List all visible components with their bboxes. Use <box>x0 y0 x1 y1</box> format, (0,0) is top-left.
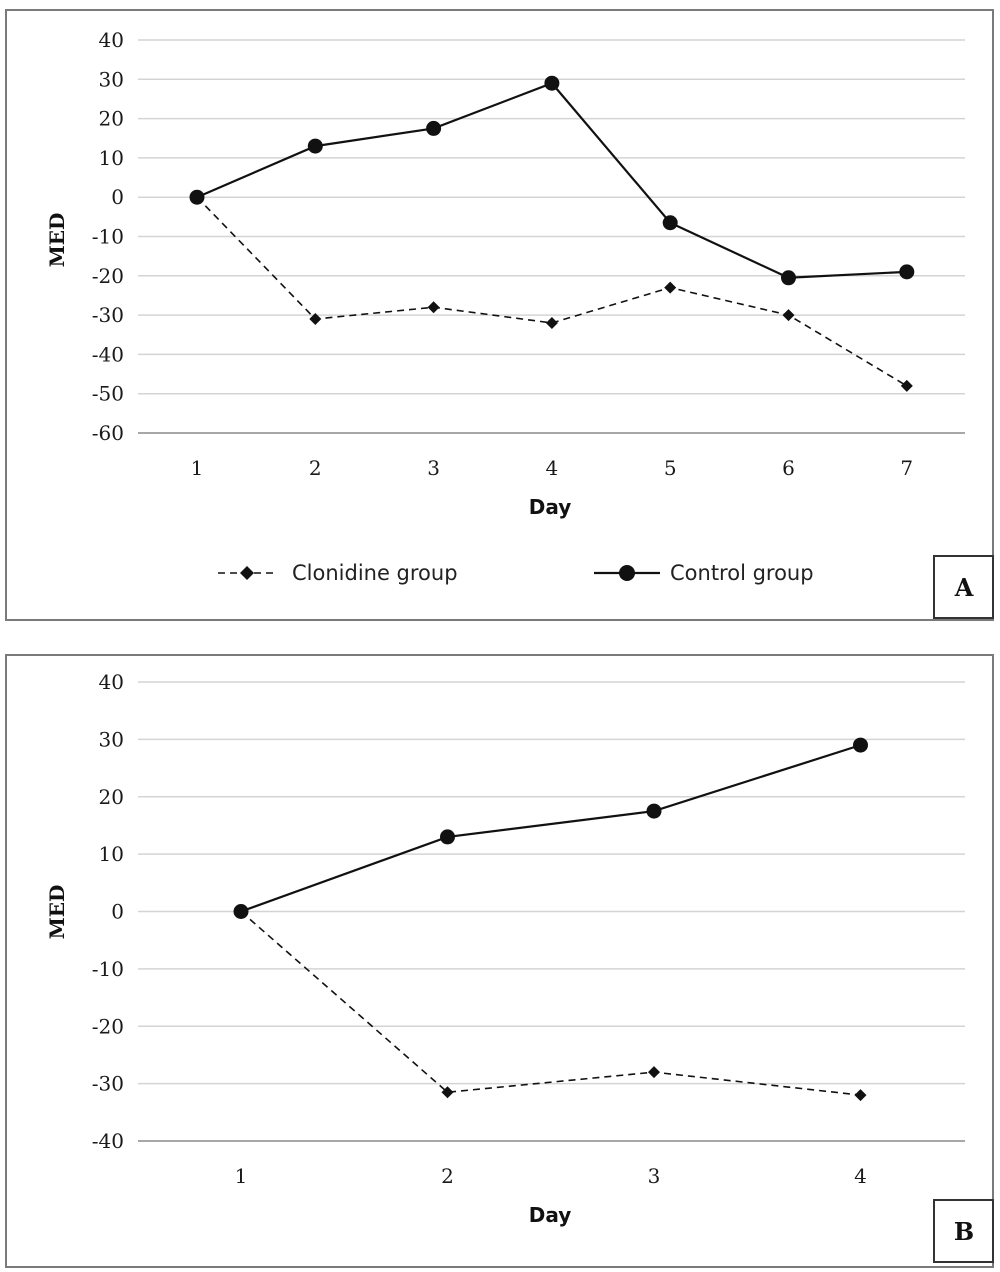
panel-b-gridlines <box>138 681 965 1085</box>
panel-a-y-tick-label: 30 <box>99 67 124 91</box>
panel-b-y-tick-label: -20 <box>92 1014 124 1038</box>
panel-a-x-tick-label: 3 <box>427 456 440 480</box>
panel-a-control-point <box>307 138 323 154</box>
panel-a-y-tick-label: 0 <box>111 185 124 209</box>
panel-a-x-tick-label: 5 <box>664 456 677 480</box>
panel-a-y-tick-label: 20 <box>99 107 124 131</box>
panel-a-x-tick-label: 7 <box>900 456 913 480</box>
panel-a-x-tick-label: 1 <box>191 456 204 480</box>
panel-a-legend: Clonidine group Control group <box>218 561 814 585</box>
panel-a-x-tick-label: 6 <box>782 456 795 480</box>
panel-b-series <box>233 737 868 1102</box>
panel-a-y-tick-label: -60 <box>92 421 124 445</box>
panel-a-y-tick-label: -10 <box>92 225 124 249</box>
panel-b-y-tick-label: 0 <box>111 900 124 924</box>
panel-b-y-tick-label: -30 <box>92 1072 124 1096</box>
panel-b-y-tick-label: 30 <box>99 727 124 751</box>
panel-a-y-tick-label: -40 <box>92 342 124 366</box>
panel-a-clonidine-point <box>545 316 558 329</box>
panel-b-clonidine-series-line <box>240 910 861 1096</box>
panel-b-x-tick-label: 1 <box>235 1164 248 1188</box>
panel-a-x-tick-label: 4 <box>546 456 559 480</box>
panel-b-x-tick-label: 2 <box>441 1164 454 1188</box>
panel-b-y-tick-label: 40 <box>99 670 124 694</box>
panel-b-letter-box <box>933 1199 994 1263</box>
panel-a-control-point <box>899 264 915 280</box>
panel-a-y-tick-label: -50 <box>92 382 124 406</box>
panel-a-series <box>189 75 915 392</box>
panel-b-frame <box>5 654 994 1268</box>
panel-b-control-point <box>233 904 249 919</box>
panel-a-y-tick-label: -20 <box>92 264 124 288</box>
panel-b-clonidine-point <box>648 1066 660 1079</box>
panel-a-x-tick-label: 2 <box>309 456 322 480</box>
panel-a-y-tick-labels: 40 30 20 10 0 -10 -20 -30 -40 -50 -60 <box>92 28 124 445</box>
chart-panel-b: 40 30 20 10 0 -10 -20 -30 -40 1 2 3 4 MED Day B <box>5 654 994 1268</box>
legend-control-label: Control group <box>670 561 814 585</box>
panel-a-y-tick-label: -30 <box>92 303 124 327</box>
panel-a-control-point <box>544 75 560 91</box>
panel-b-control-point <box>440 829 455 845</box>
panel-b-y-tick-label: -40 <box>92 1129 124 1153</box>
panel-b-y-tick-label: -10 <box>92 957 124 981</box>
panel-b-x-tick-label: 3 <box>648 1164 661 1188</box>
panel-b-clonidine-point <box>441 1086 454 1099</box>
panel-b-y-tick-label: 20 <box>99 785 124 809</box>
panel-b-y-axis-label: MED <box>45 885 69 940</box>
legend-control-circle-icon <box>619 565 635 581</box>
panel-a-letter-box <box>933 555 994 619</box>
panel-a-y-axis-label: MED <box>45 213 69 268</box>
panel-b-x-tick-labels: 1 2 3 4 <box>235 1164 867 1188</box>
panel-b-control-point <box>853 737 868 753</box>
panel-a-control-point <box>189 189 205 205</box>
legend-clonidine-label: Clonidine group <box>292 561 458 585</box>
panel-b-control-point <box>646 803 662 819</box>
legend-item-clonidine: Clonidine group <box>218 561 458 585</box>
panel-b-clonidine-point <box>854 1089 867 1102</box>
panel-b-y-tick-labels: 40 30 20 10 0 -10 -20 -30 -40 <box>92 670 124 1153</box>
panel-a-clonidine-point <box>900 379 913 392</box>
panel-a-clonidine-point <box>309 313 322 326</box>
legend-clonidine-diamond-icon <box>240 566 254 580</box>
panel-a-y-tick-label: 10 <box>99 146 124 170</box>
panel-a-x-axis-label: Day <box>529 495 572 519</box>
panel-a-control-point <box>662 215 678 231</box>
panel-a-clonidine-point <box>664 281 677 294</box>
panel-b-control-series-line <box>240 744 861 913</box>
panel-a-clonidine-point <box>782 309 795 322</box>
legend-item-control: Control group <box>594 561 814 585</box>
panel-b-x-tick-label: 4 <box>854 1164 867 1188</box>
panel-b-x-axis-label: Day <box>529 1203 572 1227</box>
panel-a-clonidine-point <box>427 301 440 314</box>
panel-a-x-tick-labels: 1 2 3 4 5 6 7 <box>191 456 914 480</box>
panel-a-y-tick-label: 40 <box>99 28 124 52</box>
panel-b-y-tick-label: 10 <box>99 842 124 866</box>
panel-a-letter: A <box>954 573 974 602</box>
panel-a-control-point <box>426 120 442 136</box>
panel-b-letter: B <box>954 1217 974 1246</box>
panel-a-control-point <box>781 270 796 286</box>
